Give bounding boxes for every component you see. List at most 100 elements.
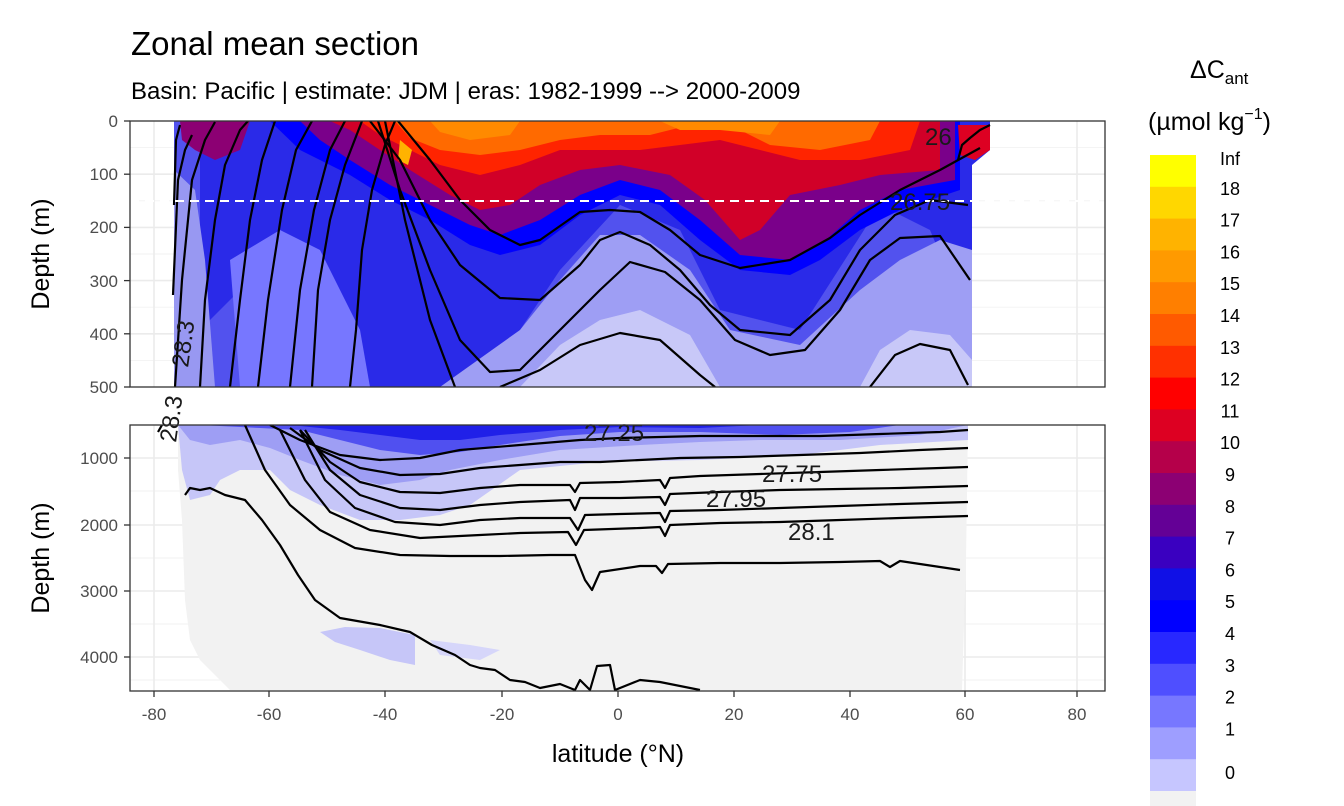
top-y-tick-label: 500 [90,378,118,397]
contour-line [173,121,216,387]
contour-label-28-3-bottom: 28.3 [155,394,188,444]
legend-unit: (µmol kg−1) [1148,106,1271,136]
contour-line [304,429,969,512]
top-y-axis-title: Depth (m) [27,198,55,309]
field-region-16 [430,121,520,140]
x-axis: -80 -60 -40 -20 0 20 40 60 80 [142,691,1087,724]
contour-label-28-1: 28.1 [788,519,835,546]
contour-line [499,331,716,387]
legend-key [1150,663,1196,697]
x-tick-label: -60 [257,705,282,724]
contour-line [299,429,969,495]
legend-label: 13 [1220,338,1240,358]
contour-line [956,124,991,161]
contour-label-26: 26 [925,124,952,151]
bottom-panel: 27.25 27.75 27.95 28.1 28.3 [129,394,1106,692]
contour-line [269,425,969,462]
contour-line [172,124,182,206]
top-panel-border [129,120,1106,388]
legend-label: 14 [1220,306,1240,326]
legend-label: 11 [1221,401,1240,421]
legend-label: 9 [1225,465,1235,485]
legend-label: 4 [1225,624,1235,644]
bottom-y-axis-title: Depth (m) [27,502,55,613]
x-tick-label: 40 [841,705,860,724]
legend-keys [1150,155,1196,806]
x-tick-label: -40 [373,705,398,724]
field-region-2 [174,170,215,387]
legend-label: 15 [1220,274,1240,294]
chart-title: Zonal mean section [131,25,419,62]
legend-label: 2 [1225,688,1235,708]
legend-key [1150,473,1196,506]
top-y-tick-label: 100 [90,165,118,184]
contour-line [376,121,971,374]
top-contour-labels: 26 26.75 28.3 [167,124,951,369]
legend-key [1150,250,1196,283]
legend-label: 7 [1225,529,1235,549]
top-panel: 26 26.75 28.3 [129,120,1106,388]
field-region-ne-red [958,125,990,160]
contour-line [198,121,249,387]
legend-key [1150,155,1196,188]
legend-label: 3 [1225,656,1235,676]
legend-label: 17 [1220,211,1240,231]
chart-subtitle: Basin: Pacific | estimate: JDM | eras: 1… [131,78,800,105]
field-region-17-speck [398,140,412,165]
bottom-y-axis: 1000 2000 3000 4000 [80,449,130,667]
legend-key [1150,441,1196,474]
legend-key [1150,377,1196,410]
x-tick-label: 20 [725,705,744,724]
field-region-lighter-eq [520,310,720,387]
contour-label-27-95: 27.95 [706,486,766,513]
legend-unit-exp: −1 [1244,106,1262,123]
field-region-lighter-n [860,330,972,387]
contour-line [310,121,364,387]
legend-label: 8 [1225,497,1235,517]
contour-label-26-75: 26.75 [890,189,950,216]
contour-line [157,425,163,433]
legend-key [1150,568,1196,601]
x-tick-label: -80 [142,705,167,724]
bottom-y-tick-label: 3000 [80,582,118,601]
bottom-y-tick-label: 1000 [80,449,118,468]
contour-line [184,486,701,691]
legend-key [1150,632,1196,665]
top-contours [171,121,991,387]
legend-key [1150,536,1196,569]
legend-label: 10 [1220,433,1240,453]
top-panel-field [174,121,990,387]
legend: ΔCant (µmol kg−1) Inf1817161514131211109… [1148,56,1271,806]
legend-title-sub: ant [1225,69,1249,88]
field-region-deep-1 [320,627,415,665]
legend-title: ΔCant [1190,56,1249,88]
legend-label: 12 [1220,370,1240,390]
contour-label-27-75: 27.75 [762,461,822,488]
field-region-6 [240,425,760,440]
contour-label-28-3-top: 28.3 [167,319,200,369]
field-region-3-s [230,230,370,387]
top-y-tick-label: 200 [90,218,118,237]
contour-line [369,121,969,337]
legend-key [1150,791,1196,806]
legend-key [1150,504,1196,538]
top-y-axis: 0 100 200 300 400 500 [90,112,130,397]
contour-line [256,121,313,387]
contour-line [289,427,969,477]
top-y-tick-label: 400 [90,325,118,344]
contour-line [243,425,961,592]
contour-label-27-25: 27.25 [584,420,644,447]
legend-key [1150,314,1196,347]
top-y-tick-label: 0 [109,112,118,131]
legend-key [1150,218,1196,251]
legend-label: 1 [1225,719,1235,739]
x-tick-label: 80 [1068,705,1087,724]
bottom-y-tick-label: 4000 [80,648,118,667]
contour-line [397,121,981,270]
legend-key [1150,186,1196,220]
legend-label: 5 [1225,592,1235,612]
contour-line [288,121,346,387]
legend-unit-close: ) [1263,108,1271,136]
